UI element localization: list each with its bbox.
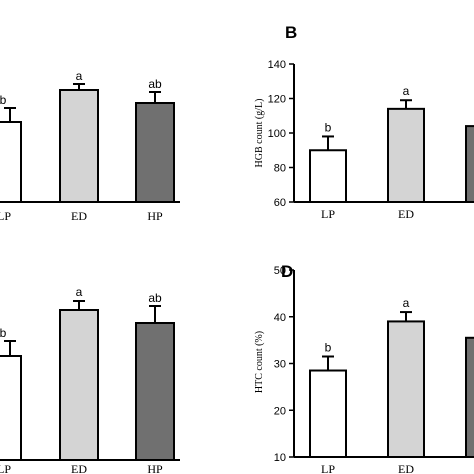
bar-c-lp	[0, 355, 22, 461]
bar-a-lp	[0, 121, 22, 203]
bars-b: bLPaEDHP	[309, 84, 474, 221]
ytick-label-d: 10	[274, 452, 286, 464]
sig-a-ed: a	[76, 69, 83, 83]
ylabel-b: HGB count (g/L)	[254, 99, 265, 168]
sig-d-lp: b	[325, 340, 332, 354]
sig-c-ed: a	[76, 285, 83, 299]
xtick-b-lp: LP	[321, 207, 335, 221]
sig-c-lp: b	[0, 326, 7, 340]
xtick-c-ed: ED	[71, 462, 87, 474]
bar-a-ed	[59, 89, 99, 203]
axis-d: 10 20 30 40 50	[274, 265, 474, 464]
xtick-a-hp: HP	[147, 209, 163, 223]
axis-b: 60 80 100 120 140	[268, 59, 474, 209]
sig-c-hp: ab	[148, 291, 162, 305]
ytick-label-d: 20	[274, 405, 286, 417]
bar-a-hp	[135, 102, 175, 203]
panel-a: b a ab LP ED HP	[0, 69, 180, 223]
xtick-c-lp: LP	[0, 462, 11, 474]
bar-c-hp	[135, 322, 175, 461]
xtick-d-ed: ED	[398, 462, 414, 474]
panel-letter-d: D	[281, 262, 293, 281]
bars-d: bLPaEDHP	[309, 296, 474, 474]
panel-c: b a ab LP ED HP	[0, 285, 180, 474]
ytick-label-d: 40	[274, 312, 286, 324]
xtick-b-ed: ED	[398, 207, 414, 221]
bar-c-ed	[59, 309, 99, 461]
ytick-label-d: 50	[274, 265, 286, 277]
panel-letter-b: B	[285, 23, 297, 42]
ytick-label-b: 140	[268, 59, 286, 71]
sig-b-ed: a	[403, 84, 410, 98]
bar-d-lp	[309, 369, 347, 459]
sig-d-ed: a	[403, 296, 410, 310]
sig-a-hp: ab	[148, 77, 162, 91]
ytick-label-b: 120	[268, 94, 286, 106]
bar-d-ed	[387, 320, 425, 458]
sig-a-lp: b	[0, 93, 7, 107]
bar-b-ed	[387, 107, 425, 203]
bar-b-lp	[309, 149, 347, 203]
ytick-label-b: 80	[274, 163, 286, 175]
bar-b-hp	[465, 125, 474, 203]
bar-d-hp	[465, 336, 474, 459]
xtick-d-lp: LP	[321, 462, 335, 474]
ytick-label-b: 60	[274, 197, 286, 209]
xtick-a-lp: LP	[0, 209, 11, 223]
sig-b-lp: b	[325, 120, 332, 134]
xtick-a-ed: ED	[71, 209, 87, 223]
ylabel-d: HTC count (%)	[254, 331, 265, 393]
ytick-label-d: 30	[274, 359, 286, 371]
xtick-c-hp: HP	[147, 462, 163, 474]
ytick-label-b: 100	[268, 128, 286, 140]
